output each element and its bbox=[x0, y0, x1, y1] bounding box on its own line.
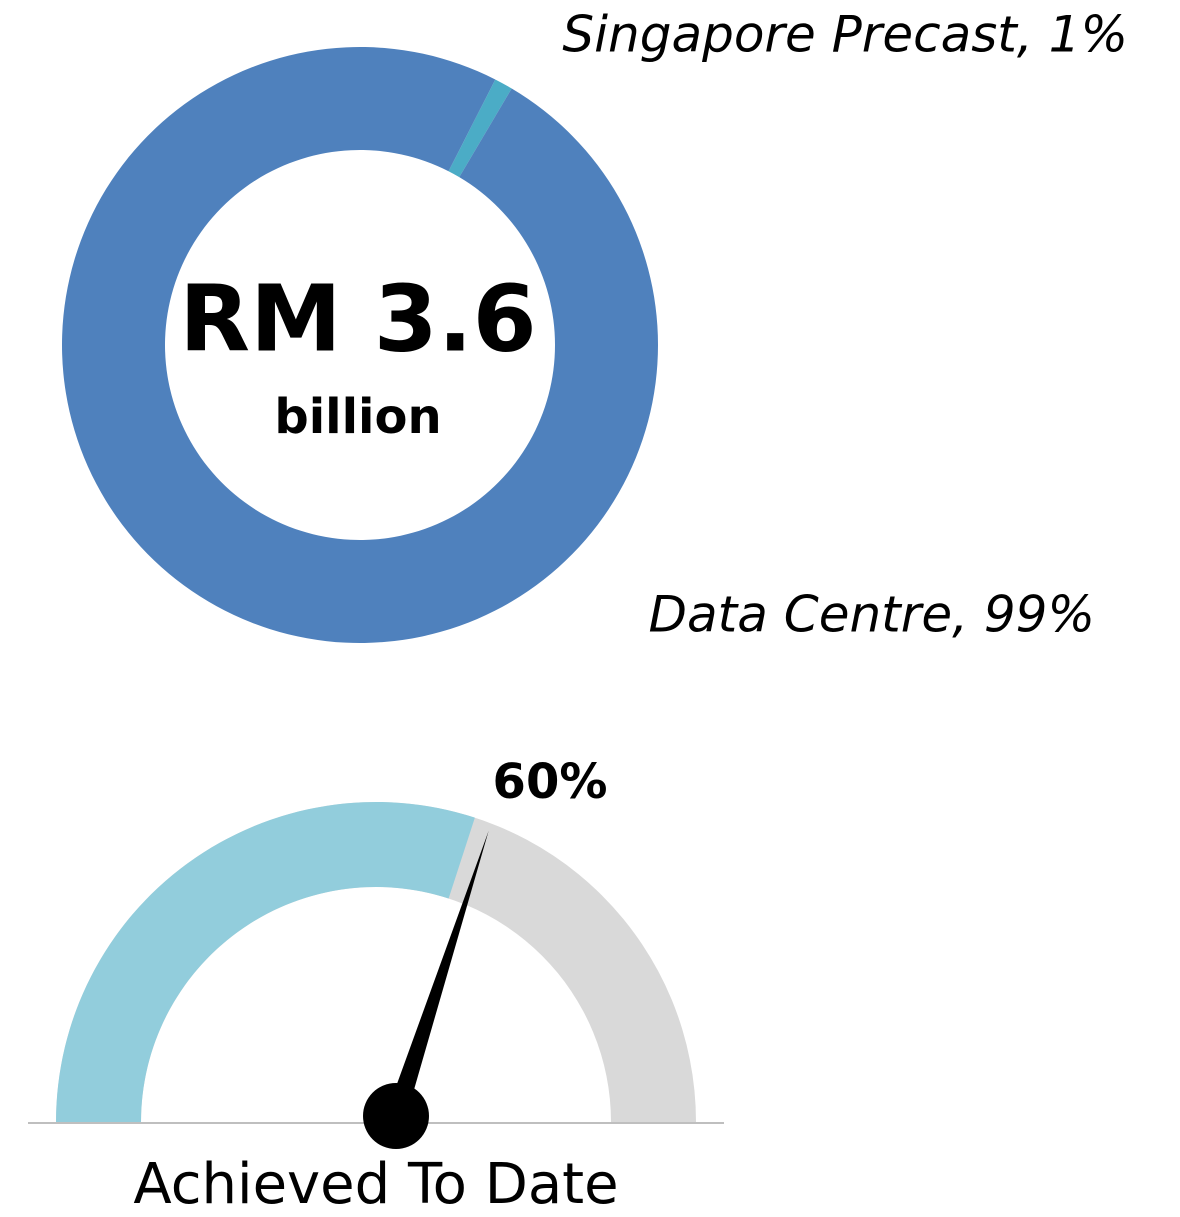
gauge-fill bbox=[56, 801, 475, 1122]
gauge-value-label: 60% bbox=[493, 754, 608, 810]
gauge-label: Achieved To Date bbox=[133, 1152, 618, 1217]
donut-center-subtitle: billion bbox=[274, 389, 441, 445]
gauge-pivot bbox=[363, 1083, 429, 1149]
slice-label: Data Centre, 99% bbox=[649, 586, 1095, 644]
donut-slice bbox=[448, 79, 512, 178]
gauge-needle bbox=[386, 830, 489, 1120]
donut-center-title: RM 3.6 bbox=[179, 265, 536, 372]
donut-slice bbox=[62, 47, 659, 643]
slice-label: Singapore Precast, 1% bbox=[562, 6, 1128, 64]
